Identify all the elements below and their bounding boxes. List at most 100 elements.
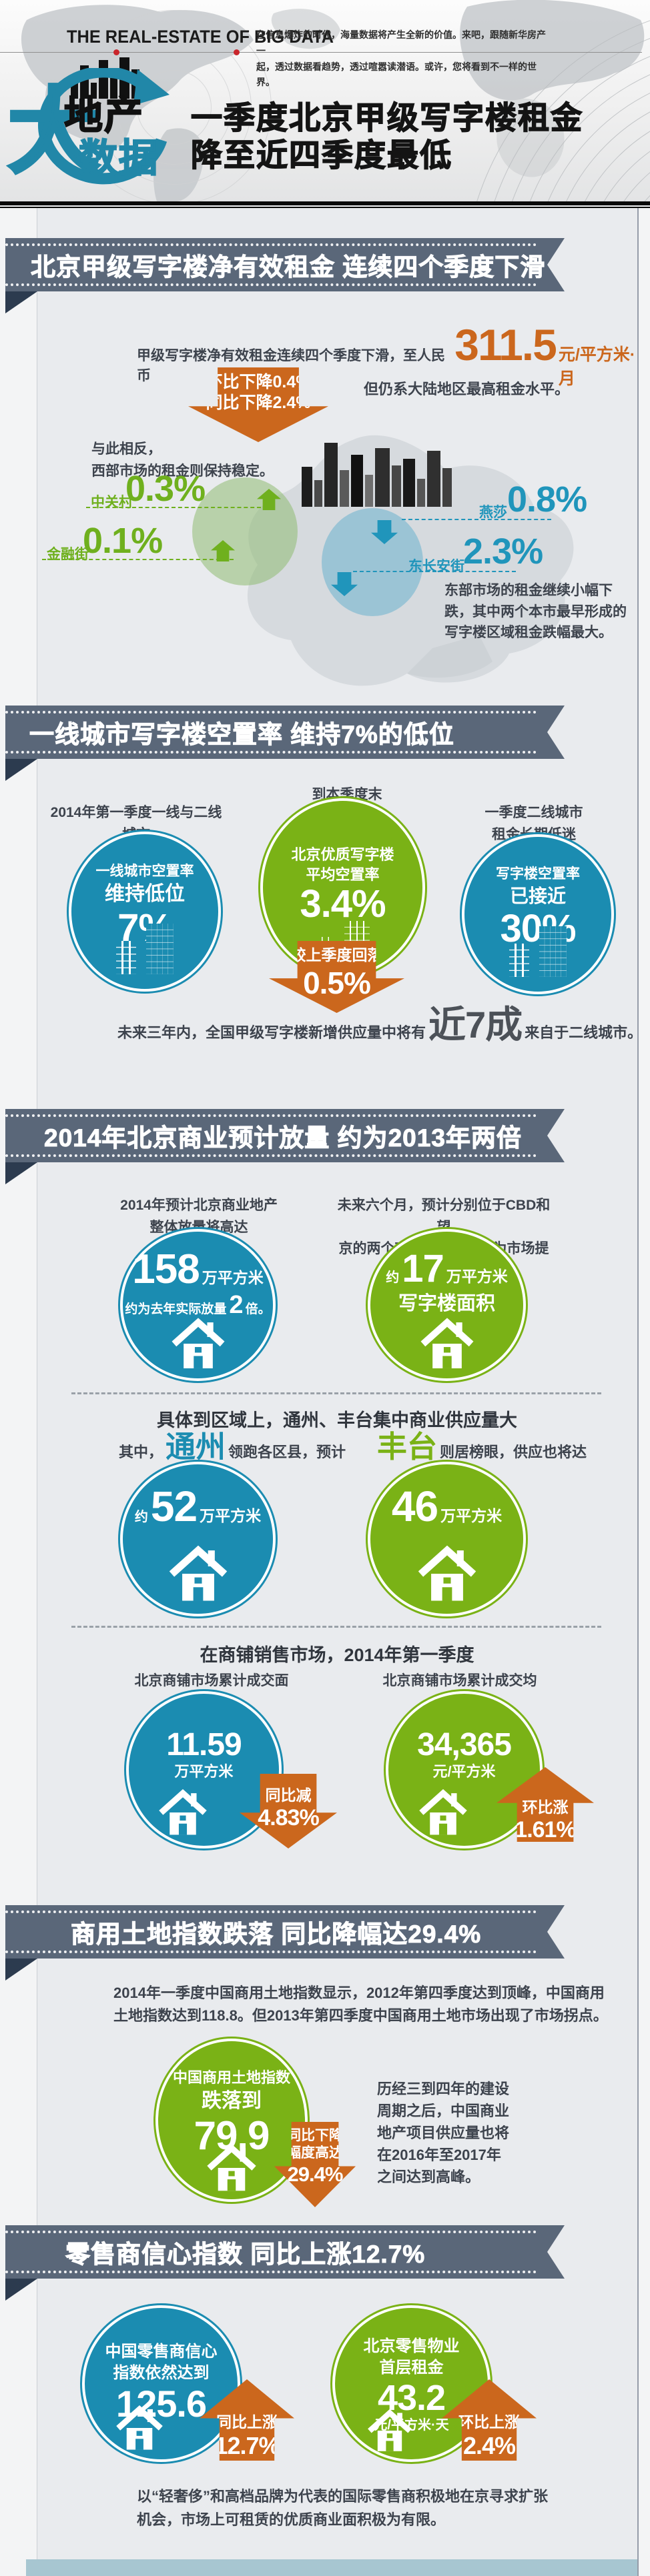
footer-band [26,2559,637,2576]
circle-unit: 万平方米 [440,1507,503,1524]
circle-unit: 元/平方米 [432,1763,496,1780]
zgc-label: 中关村 [91,495,133,510]
circle-value-row: 约 52 万平方米 [123,1484,273,1529]
rent-note: 但仍系大陆地区最高租金水平。 [364,381,570,397]
footnote-big: 近7成 [428,1004,523,1046]
yoy-drop-label: 同比下降2.4% [206,393,311,413]
circle-caption: 指数依然达到 [113,2364,210,2383]
circle-unit: 元/平方米·天 [374,2418,449,2433]
jrj-label: 金融街 [47,547,89,562]
caption-line: 2014年预计北京商业地产 [120,1198,278,1213]
ribbon-fold [5,1959,37,1981]
west-note-line: 与此相反， [91,441,161,457]
circle-caption: 北京零售物业 [363,2337,460,2355]
circle-caption: 跌落到 [202,2089,262,2112]
arrow-label: 同比减 [265,1786,312,1804]
dcaj-label: 东长安街 [408,559,464,574]
circle-caption: 一线城市空置率 [95,864,194,879]
house-icon [368,2409,412,2451]
rent-unit: 元/平方米·月 [558,345,636,388]
arrow-value: 1.61% [515,1816,576,1842]
tongzhou-supply-circle: 约 52 万平方米 [120,1462,276,1616]
house-icon [116,2405,164,2450]
circle-prefix: 约 [386,1270,400,1285]
header-divider [0,201,650,205]
land-index-circle: 中国商用土地指数 跌落到 79.9 [155,2039,308,2202]
ft-name: 丰台 [377,1430,438,1464]
section2-banner: 一线城市写字楼空置率 维持7%的低位 [5,706,565,759]
decorative-ring [77,10,272,201]
west-note: 与此相反， 西部市场的租金则保持稳定。 [91,439,274,482]
dcaj-value: 2.3% [463,531,543,571]
header: THE REAL-ESTATE OF BIG DATA 在信息爆炸的时代，海量数… [0,0,650,201]
east-zone-ellipse [322,508,423,616]
caption-line: 一季度二线城市 [484,805,583,820]
circle-value-row: 46 万平方米 [370,1484,523,1529]
east-note: 东部市场的租金继续小幅下跌，其中两个本市最早形成的写字楼区域租金跌幅最大。 [444,583,627,640]
arrow-value: 29.4% [287,2162,344,2186]
banner-dotted-border [5,243,537,286]
ribbon-fold [5,291,37,313]
circle-note-row: 约为去年实际放量 2 倍。 [123,1292,273,1319]
ys-value: 0.8% [507,479,587,519]
circle-prefix: 约 [134,1510,148,1524]
circle-value: 17 [402,1247,444,1290]
circle-value: 3.4% [300,882,386,926]
fengtai-row: 丰台 则居榜眼，供应也将达 [377,1430,587,1464]
land-side-note: 历经三到四年的建设周期之后，中国商业地产项目供应量也将在2016年至2017年之… [377,2081,510,2185]
arrow-value: 2.4% [462,2431,516,2459]
section3-banner: 2014年北京商业预计放量 约为2013年两倍 [5,1109,565,1162]
logo-word-shuju: 数据 [78,136,159,181]
house-icon [207,2144,256,2191]
supply-footnote: 未来三年内，全国甲级写字楼新增供应量中将有 近7成 来自于二线城市。 [117,1004,643,1046]
retailer-confidence-circle: 中国零售商信心 指数依然达到 125.6 [82,2305,240,2462]
circle-caption: 已接近 [509,886,566,907]
house-icon [159,1789,207,1835]
circle-value: 11.59 [166,1727,242,1762]
zgc-value: 0.3% [125,469,206,509]
jrj-value: 0.1% [83,521,163,561]
circle-caption: 维持低位 [105,883,185,906]
footnote-post: 来自于二线城市。 [525,1024,643,1041]
arrow-value: 12.7% [214,2431,280,2459]
west-zone-ellipse [192,477,298,585]
circle-unit: 万平方米 [446,1268,508,1285]
dashed-divider [71,1392,601,1394]
logo-word-dichan: 地产 [63,93,145,138]
circle-value: 52 [150,1482,198,1530]
rent-lead-text: 甲级写字楼净有效租金连续四个季度下滑，至人民币 [137,348,445,383]
caption-center: 到本季度末 [312,787,382,802]
house-icon [420,1318,473,1368]
note-big: 2 [229,1291,243,1320]
tongzhou-row: 其中， 通州 领跑各区县，预计 [119,1430,346,1464]
house-icon [418,1789,467,1835]
house-icon [418,1545,476,1601]
jrj-dash-line [42,559,234,560]
intro-paragraph: 在信息爆炸的时代，海量数据将产生全新的价值。来吧，跟随新华房产一 起，透过数据看… [256,27,553,91]
header-divider [0,207,650,208]
section4-title: 商用土地指数跌落 同比降幅达29.4% [71,1920,482,1948]
page-title-line2: 降至近四季度最低 [190,137,452,173]
note-pre: 约为去年实际放量 [125,1302,227,1317]
ys-label: 燕莎 [479,505,507,520]
intro-line: 起，透过数据看趋势，透过喧嚣读潜语。或许，您将看到不一样的世界。 [256,61,537,88]
dcaj-dash-line [353,571,516,572]
closing-note-line: 机会，市场上可租赁的优质商业面积极为有限。 [137,2511,446,2529]
section1-banner: 北京甲级写字楼净有效租金 连续四个季度下滑 [5,238,565,291]
caption-line: 整体放量将高达 [149,1219,248,1235]
tier2-vacancy-circle: 写字楼空置率 已接近 30% [462,834,614,994]
footnote-pre: 未来三年内，全国甲级写字楼新增供应量中将有 [117,1024,426,1041]
logo-arrow-icon [38,68,170,185]
page-title-line1: 一季度北京甲级写字楼租金 [190,99,583,136]
circle-caption: 写字楼面积 [398,1292,495,1314]
rent-value: 311.5 [454,320,557,369]
banner-dotted-border [5,711,537,754]
arrow-value: 4.83% [258,1804,319,1830]
circle-caption: 中国商用土地指数 [172,2069,290,2086]
arrow-label: 环比上涨 [458,2413,520,2431]
ribbon-fold [5,2279,37,2301]
caption-left: 2014年预计北京商业地产 整体放量将高达 [119,1195,279,1238]
building-icon [506,922,570,981]
tz-name: 通州 [166,1430,226,1464]
intro-line: 在信息爆炸的时代，海量数据将产生全新的价值。来吧，跟随新华房产一 [256,29,546,56]
